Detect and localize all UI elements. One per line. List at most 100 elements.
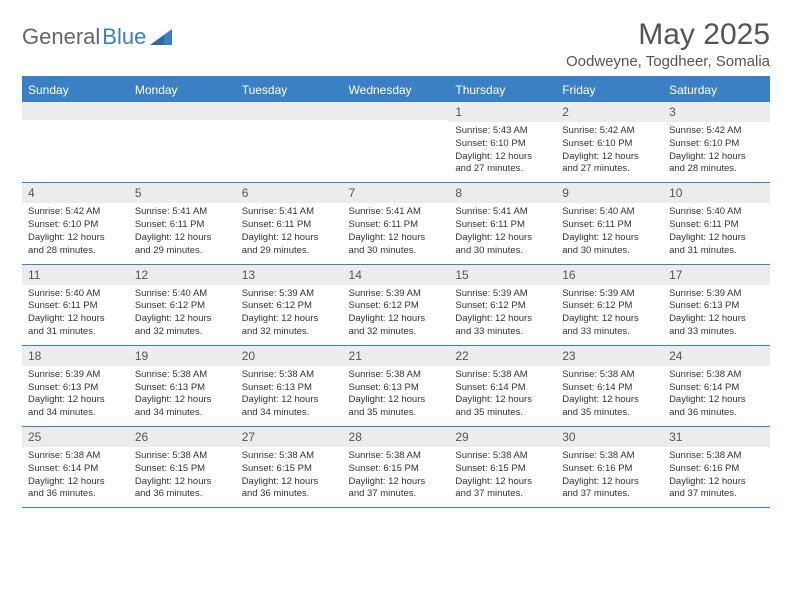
day-cell: 4Sunrise: 5:42 AMSunset: 6:10 PMDaylight… [22,183,129,264]
day-detail-line: and 34 minutes. [28,407,123,420]
day-number: 7 [343,183,450,203]
day-detail-line: Sunset: 6:12 PM [349,300,444,313]
day-detail-line: Sunrise: 5:40 AM [135,288,230,301]
day-details: Sunrise: 5:39 AMSunset: 6:13 PMDaylight:… [22,366,129,426]
day-detail-line: Sunset: 6:14 PM [455,382,550,395]
day-detail-line: Sunrise: 5:38 AM [562,450,657,463]
day-detail-line: Daylight: 12 hours [669,313,764,326]
day-detail-line: Daylight: 12 hours [669,394,764,407]
day-detail-line: Sunset: 6:10 PM [669,138,764,151]
day-detail-line: Sunset: 6:10 PM [562,138,657,151]
day-cell: 26Sunrise: 5:38 AMSunset: 6:15 PMDayligh… [129,427,236,508]
day-detail-line: and 37 minutes. [562,488,657,501]
day-detail-line: Daylight: 12 hours [28,476,123,489]
day-detail-line: Sunset: 6:12 PM [135,300,230,313]
day-details: Sunrise: 5:39 AMSunset: 6:12 PMDaylight:… [556,285,663,345]
day-detail-line: Daylight: 12 hours [28,232,123,245]
day-number: 13 [236,265,343,285]
day-detail-line: Sunrise: 5:41 AM [242,206,337,219]
day-number [129,102,236,120]
day-cell: 18Sunrise: 5:39 AMSunset: 6:13 PMDayligh… [22,345,129,426]
logo-text-1: General [22,24,100,50]
day-number: 23 [556,346,663,366]
day-details: Sunrise: 5:40 AMSunset: 6:11 PMDaylight:… [556,203,663,263]
day-detail-line: Daylight: 12 hours [242,232,337,245]
day-detail-line: Daylight: 12 hours [242,394,337,407]
day-detail-line: Sunset: 6:15 PM [135,463,230,476]
day-detail-line: Sunrise: 5:38 AM [669,450,764,463]
day-detail-line: and 35 minutes. [349,407,444,420]
day-detail-line: Sunrise: 5:40 AM [28,288,123,301]
day-details: Sunrise: 5:38 AMSunset: 6:14 PMDaylight:… [449,366,556,426]
day-details: Sunrise: 5:38 AMSunset: 6:14 PMDaylight:… [556,366,663,426]
day-detail-line: and 30 minutes. [455,245,550,258]
day-detail-line: Sunrise: 5:38 AM [135,450,230,463]
day-of-week-row: SundayMondayTuesdayWednesdayThursdayFrid… [22,77,770,102]
day-detail-line: Daylight: 12 hours [135,313,230,326]
day-cell: 12Sunrise: 5:40 AMSunset: 6:12 PMDayligh… [129,264,236,345]
day-cell: 3Sunrise: 5:42 AMSunset: 6:10 PMDaylight… [663,102,770,183]
day-detail-line: Sunset: 6:13 PM [242,382,337,395]
day-detail-line: Daylight: 12 hours [28,313,123,326]
day-number: 27 [236,427,343,447]
day-detail-line: Daylight: 12 hours [562,313,657,326]
day-detail-line: and 34 minutes. [135,407,230,420]
day-cell: 28Sunrise: 5:38 AMSunset: 6:15 PMDayligh… [343,427,450,508]
day-detail-line: Daylight: 12 hours [455,313,550,326]
day-detail-line: and 29 minutes. [135,245,230,258]
calendar-table: SundayMondayTuesdayWednesdayThursdayFrid… [22,76,770,508]
day-detail-line: Daylight: 12 hours [349,313,444,326]
day-details: Sunrise: 5:40 AMSunset: 6:12 PMDaylight:… [129,285,236,345]
day-detail-line: and 33 minutes. [455,326,550,339]
day-detail-line: Sunset: 6:10 PM [28,219,123,232]
day-details: Sunrise: 5:40 AMSunset: 6:11 PMDaylight:… [663,203,770,263]
day-detail-line: and 32 minutes. [135,326,230,339]
day-detail-line: and 30 minutes. [349,245,444,258]
day-detail-line: Sunset: 6:11 PM [242,219,337,232]
day-cell: 17Sunrise: 5:39 AMSunset: 6:13 PMDayligh… [663,264,770,345]
day-details: Sunrise: 5:38 AMSunset: 6:13 PMDaylight:… [129,366,236,426]
day-detail-line: and 37 minutes. [455,488,550,501]
day-details: Sunrise: 5:38 AMSunset: 6:15 PMDaylight:… [343,447,450,507]
day-number: 10 [663,183,770,203]
day-number: 21 [343,346,450,366]
day-detail-line: Daylight: 12 hours [455,232,550,245]
day-detail-line: Daylight: 12 hours [135,232,230,245]
day-detail-line: Sunrise: 5:38 AM [242,450,337,463]
day-detail-line: Sunrise: 5:38 AM [349,369,444,382]
day-number: 28 [343,427,450,447]
day-cell: 2Sunrise: 5:42 AMSunset: 6:10 PMDaylight… [556,102,663,183]
day-cell: 22Sunrise: 5:38 AMSunset: 6:14 PMDayligh… [449,345,556,426]
day-detail-line: Daylight: 12 hours [455,476,550,489]
day-detail-line: Sunrise: 5:38 AM [349,450,444,463]
day-number: 17 [663,265,770,285]
day-detail-line: and 34 minutes. [242,407,337,420]
day-detail-line: Sunrise: 5:38 AM [28,450,123,463]
day-detail-line: and 31 minutes. [669,245,764,258]
day-detail-line: Sunrise: 5:39 AM [562,288,657,301]
day-cell: 8Sunrise: 5:41 AMSunset: 6:11 PMDaylight… [449,183,556,264]
day-details [22,120,129,176]
day-cell: 6Sunrise: 5:41 AMSunset: 6:11 PMDaylight… [236,183,343,264]
day-number: 12 [129,265,236,285]
logo-text-2: Blue [102,24,146,50]
day-detail-line: Sunrise: 5:39 AM [242,288,337,301]
day-detail-line: Daylight: 12 hours [242,313,337,326]
day-cell: 9Sunrise: 5:40 AMSunset: 6:11 PMDaylight… [556,183,663,264]
day-detail-line: Sunset: 6:15 PM [242,463,337,476]
day-details: Sunrise: 5:38 AMSunset: 6:16 PMDaylight:… [556,447,663,507]
week-row: 4Sunrise: 5:42 AMSunset: 6:10 PMDaylight… [22,183,770,264]
day-detail-line: Sunrise: 5:41 AM [135,206,230,219]
day-detail-line: Sunset: 6:11 PM [349,219,444,232]
day-cell: 30Sunrise: 5:38 AMSunset: 6:16 PMDayligh… [556,427,663,508]
day-detail-line: and 32 minutes. [242,326,337,339]
day-detail-line: Sunset: 6:11 PM [669,219,764,232]
day-detail-line: Sunset: 6:11 PM [562,219,657,232]
day-detail-line: Sunset: 6:13 PM [669,300,764,313]
day-cell: 31Sunrise: 5:38 AMSunset: 6:16 PMDayligh… [663,427,770,508]
day-detail-line: Daylight: 12 hours [455,151,550,164]
day-number: 22 [449,346,556,366]
day-detail-line: Sunset: 6:14 PM [28,463,123,476]
day-of-week-header: Friday [556,77,663,102]
day-of-week-header: Monday [129,77,236,102]
